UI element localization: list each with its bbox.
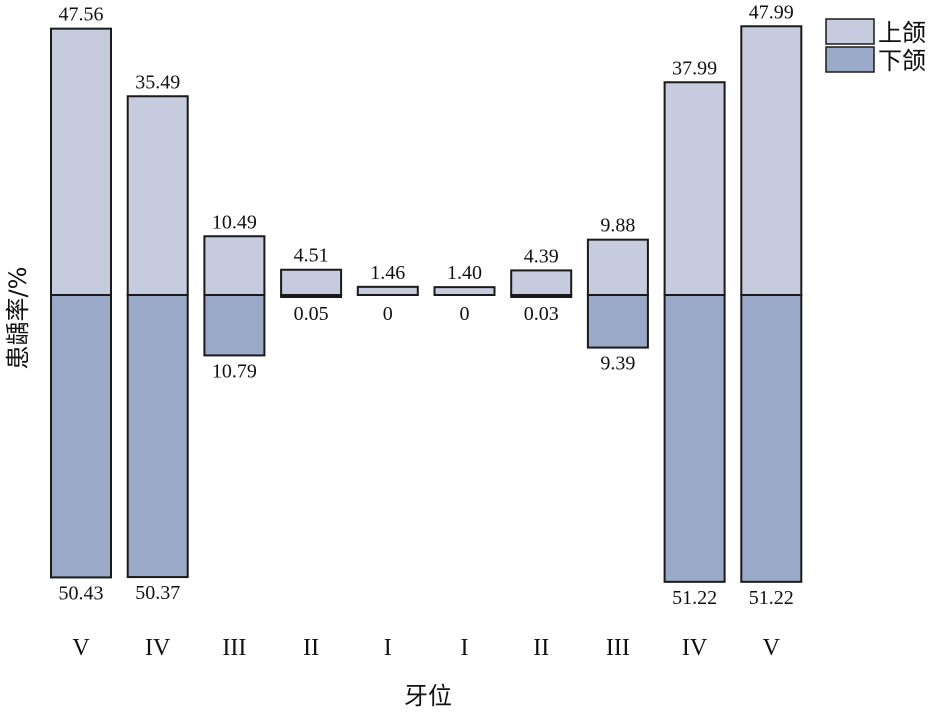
x-tick-label-0: V: [72, 635, 90, 661]
x-tick-label-6: II: [533, 635, 549, 661]
legend-label-lower: 下颌: [878, 47, 926, 75]
legend: 上颌 下颌: [825, 18, 926, 75]
value-label-lower-3: 0.05: [294, 303, 329, 325]
bar-lower-1: [126, 294, 189, 579]
value-label-lower-2: 10.79: [212, 360, 257, 382]
x-axis-label: 牙位: [404, 682, 452, 710]
value-label-lower-8: 51.22: [672, 587, 717, 609]
value-label-upper-1: 35.49: [135, 71, 180, 93]
x-tick-label-8: IV: [682, 635, 708, 661]
legend-swatch-upper: [825, 18, 875, 45]
value-label-lower-9: 51.22: [749, 587, 794, 609]
bar-upper-6: [510, 269, 573, 296]
value-label-upper-2: 10.49: [212, 211, 257, 233]
value-label-lower-5: 0: [460, 303, 470, 325]
bar-lower-8: [663, 294, 726, 583]
bar-upper-0: [50, 27, 112, 296]
bar-lower-2: [203, 294, 266, 357]
x-tick-label-2: III: [222, 635, 246, 661]
bar-upper-4: [356, 285, 419, 297]
x-tick-label-4: I: [384, 635, 392, 661]
bar-lower-0: [50, 294, 112, 579]
value-label-upper-0: 47.56: [59, 4, 104, 26]
bar-upper-8: [663, 81, 726, 296]
bar-upper-1: [126, 95, 189, 296]
value-label-upper-8: 37.99: [672, 57, 717, 79]
value-label-upper-9: 47.99: [749, 1, 794, 23]
bar-lower-3: [280, 294, 343, 298]
bar-upper-3: [280, 268, 343, 296]
bars-group: [50, 25, 803, 583]
value-label-lower-7: 9.39: [600, 353, 635, 375]
bar-lower-6: [510, 294, 573, 298]
x-tick-label-5: I: [461, 635, 469, 661]
x-tick-label-1: IV: [145, 635, 171, 661]
x-tick-labels-group: V IV III II I I II III IV V: [72, 635, 780, 661]
y-axis-label: 患龋率/%: [4, 267, 32, 370]
value-labels-group: 47.56 50.43 35.49 50.37 10.49 10.79 4.51 0.05 1.…: [59, 1, 794, 609]
value-label-lower-1: 50.37: [135, 582, 180, 604]
legend-label-upper: 上颌: [878, 19, 926, 47]
value-label-upper-3: 4.51: [294, 245, 329, 267]
bar-upper-2: [203, 235, 266, 296]
x-tick-label-7: III: [606, 635, 630, 661]
value-label-upper-6: 4.39: [524, 245, 559, 267]
value-label-upper-4: 1.46: [370, 262, 405, 284]
value-label-lower-0: 50.43: [59, 582, 104, 604]
bar-lower-7: [586, 294, 649, 349]
value-label-upper-7: 9.88: [600, 215, 635, 237]
value-label-lower-4: 0: [383, 303, 393, 325]
x-tick-label-9: V: [763, 635, 781, 661]
bar-upper-5: [433, 286, 496, 297]
bar-upper-7: [586, 238, 649, 296]
value-label-lower-6: 0.03: [524, 303, 559, 325]
bar-lower-9: [740, 294, 803, 583]
value-label-upper-5: 1.40: [447, 262, 482, 284]
legend-swatch-lower: [825, 46, 875, 73]
bar-upper-9: [740, 25, 803, 296]
x-tick-label-3: II: [303, 635, 319, 661]
